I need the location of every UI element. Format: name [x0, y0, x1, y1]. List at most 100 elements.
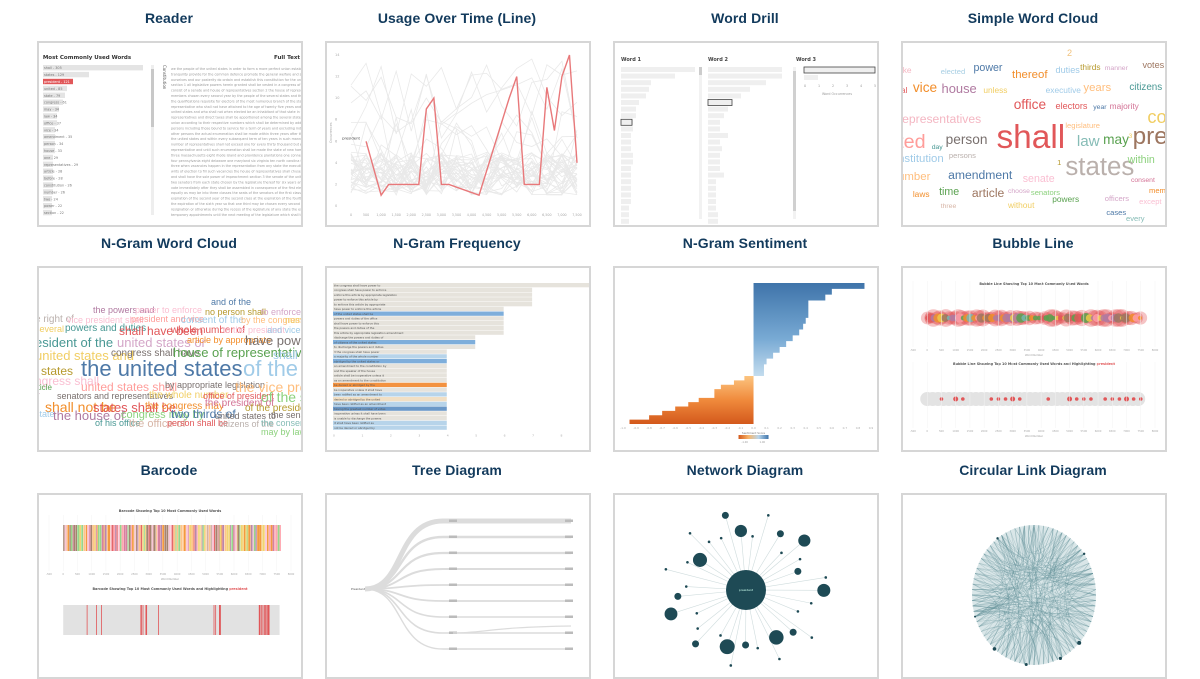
svg-text:vice - 34: vice - 34: [44, 128, 59, 132]
network-node: [735, 525, 747, 537]
svg-text:0: 0: [350, 213, 352, 217]
svg-text:to enforce this article by app: to enforce this article by appropriate: [334, 302, 386, 306]
svg-text:president: president: [342, 135, 360, 140]
cloud-word: manner: [1105, 66, 1128, 73]
circle-node: [1025, 663, 1028, 666]
svg-text:2: 2: [335, 182, 337, 186]
cloud-word: presi: [1133, 125, 1167, 149]
svg-text:500: 500: [939, 429, 944, 433]
svg-text:section - 22: section - 22: [44, 211, 64, 215]
svg-text:6: 6: [504, 433, 506, 437]
svg-text:6,500: 6,500: [542, 213, 551, 217]
svg-text:0: 0: [62, 572, 64, 576]
svg-text:2,000: 2,000: [407, 213, 416, 217]
gallery-item-title[interactable]: Reader: [37, 8, 301, 28]
tree-branch: [365, 585, 571, 589]
gallery-item-title[interactable]: Word Drill: [613, 8, 877, 28]
svg-text:representative who shall not h: representative who shall not have attain…: [171, 105, 301, 109]
svg-text:1500: 1500: [967, 348, 974, 352]
svg-text:7500: 7500: [1137, 348, 1144, 352]
gallery-item-title[interactable]: Bubble Line: [901, 233, 1165, 253]
network-node: [751, 535, 754, 538]
svg-text:4: 4: [335, 161, 338, 165]
president-bubble: [1018, 397, 1022, 401]
barcode-thumbnail[interactable]: Barcode Showing Top 10 Most Commonly Use…: [37, 493, 303, 679]
svg-text:0: 0: [333, 433, 335, 437]
circle-node: [1077, 641, 1081, 645]
svg-text:-0.7: -0.7: [659, 426, 665, 430]
svg-text:been ratified as an amendment: been ratified as an amendment to: [334, 393, 382, 397]
svg-text:8000: 8000: [1152, 429, 1159, 433]
svg-text:Word Number: Word Number: [161, 577, 180, 581]
gallery-item-title[interactable]: N-Gram Sentiment: [613, 233, 877, 253]
svg-text:7000: 7000: [1123, 348, 1130, 352]
simple-word-cloud-thumbnail[interactable]: 2akeelectedpowerthereofdutiesthirdsmanne…: [901, 41, 1167, 227]
svg-text:united - 85: united - 85: [44, 87, 63, 91]
tree-diagram-thumbnail[interactable]: President: [325, 493, 591, 679]
svg-text:0: 0: [335, 204, 337, 208]
president-bubble: [961, 397, 965, 401]
svg-text:state - 79: state - 79: [44, 94, 60, 98]
cloud-word: office: [1014, 98, 1046, 112]
president-bubble: [1089, 397, 1093, 401]
gallery-item-title[interactable]: Network Diagram: [613, 460, 877, 480]
ngram-sentiment-thumbnail[interactable]: -1.0-0.9-0.8-0.7-0.6-0.5-0.4-0.3-0.2-0.1…: [613, 266, 879, 452]
svg-text:three massachusetts eight rhod: three massachusetts eight rhode island a…: [171, 153, 301, 157]
svg-text:constitution - 26: constitution - 26: [44, 184, 72, 188]
cloud-word: executive: [1046, 86, 1081, 94]
cloud-word: umber: [901, 172, 930, 183]
svg-text:-1.00: -1.00: [742, 440, 749, 444]
svg-text:8000: 8000: [288, 572, 295, 576]
circular-link-thumbnail[interactable]: [901, 493, 1167, 679]
svg-text:representatives - 29: representatives - 29: [44, 163, 78, 167]
gallery-item-title[interactable]: Simple Word Cloud: [901, 8, 1165, 28]
cloud-word: house: [942, 83, 977, 96]
network-node: [824, 576, 827, 579]
bubble-line-thumbnail[interactable]: Bubble Line Showing Top 10 Most Commonly…: [901, 266, 1167, 452]
svg-text:7,500: 7,500: [572, 213, 581, 217]
cloud-word: ted: [901, 133, 926, 153]
svg-text:power - 22: power - 22: [44, 204, 62, 208]
svg-text:0: 0: [804, 84, 806, 88]
svg-text:before - 28: before - 28: [44, 177, 63, 181]
svg-text:14: 14: [335, 53, 340, 57]
barcode-highlight-band: [63, 605, 279, 635]
svg-text:abridged by the united states: abridged by the united states or: [334, 359, 380, 363]
svg-text:5000: 5000: [1066, 429, 1073, 433]
gallery-item-title[interactable]: Circular Link Diagram: [901, 460, 1165, 480]
svg-text:-0.2: -0.2: [725, 426, 731, 430]
svg-text:-500: -500: [910, 429, 916, 433]
cloud-word: choose: [1008, 189, 1030, 196]
svg-text:number - 26: number - 26: [44, 190, 65, 194]
svg-text:resignation or otherwise durin: resignation or otherwise during the rece…: [171, 207, 301, 211]
svg-text:3000: 3000: [1009, 429, 1016, 433]
svg-text:2,500: 2,500: [422, 213, 431, 217]
gallery-item-title[interactable]: Barcode: [37, 460, 301, 480]
gallery-item-title[interactable]: N-Gram Word Cloud: [37, 233, 301, 253]
svg-text:union according to their respe: union according to their respective numb…: [171, 121, 301, 125]
svg-text:two senators from each state c: two senators from each state chosen by t…: [171, 180, 301, 184]
gallery-item-title[interactable]: N-Gram Frequency: [325, 233, 589, 253]
svg-text:0.2: 0.2: [777, 426, 782, 430]
svg-text:6: 6: [335, 139, 337, 143]
gallery-item-title[interactable]: Tree Diagram: [325, 460, 589, 480]
cloud-word: powers: [1052, 195, 1079, 203]
svg-text:Word 1: Word 1: [621, 57, 642, 63]
cloud-word: nstitution: [901, 154, 944, 165]
president-bubble: [1103, 397, 1107, 401]
network-node: [778, 658, 781, 661]
svg-text:3500: 3500: [1024, 348, 1031, 352]
network-diagram-thumbnail[interactable]: president: [613, 493, 879, 679]
cloud-word: and of the: [211, 298, 251, 307]
svg-text:law - 34: law - 34: [44, 115, 58, 119]
gallery-item-title[interactable]: Usage Over Time (Line): [325, 8, 589, 28]
cloud-word: of the un: [243, 358, 303, 380]
network-node: [794, 568, 801, 575]
svg-text:we the people of the united st: we the people of the united states in or…: [171, 67, 301, 71]
circle-node: [1083, 553, 1085, 555]
